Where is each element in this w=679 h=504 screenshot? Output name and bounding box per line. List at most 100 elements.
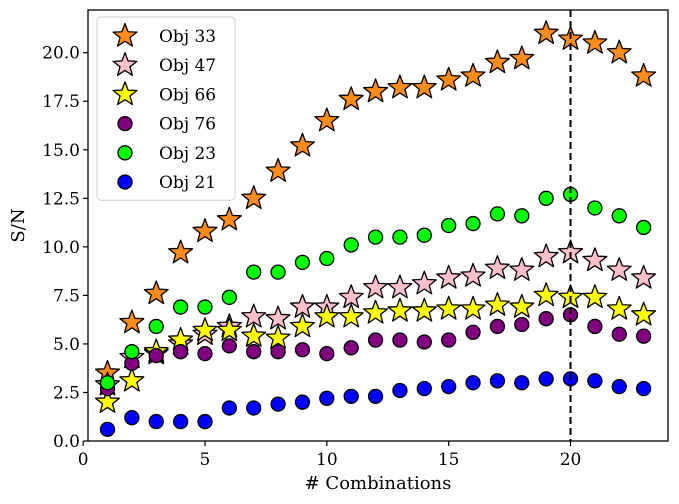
x-axis-title: # Combinations	[305, 473, 452, 494]
legend-marker	[117, 115, 133, 132]
data-point	[172, 413, 189, 430]
data-point	[582, 284, 608, 309]
data-point	[387, 74, 413, 99]
data-point	[314, 303, 340, 328]
data-point	[416, 227, 432, 243]
data-point	[197, 299, 213, 315]
legend-item-obj-76: Obj 76	[117, 115, 216, 135]
data-point	[119, 309, 145, 334]
data-point	[314, 107, 340, 132]
data-point	[514, 375, 530, 391]
data-point	[99, 421, 116, 438]
data-point	[416, 334, 432, 350]
data-point	[294, 394, 311, 410]
data-point	[119, 367, 145, 392]
y-tick-label: 5.0	[53, 335, 80, 355]
data-point	[338, 284, 364, 309]
plot-frame	[87, 9, 669, 442]
data-point	[635, 328, 652, 344]
data-point	[221, 289, 237, 305]
data-point	[270, 344, 286, 360]
data-marks	[94, 20, 657, 438]
data-point	[343, 388, 359, 404]
data-point	[197, 413, 213, 430]
data-point	[265, 305, 291, 330]
data-point	[436, 66, 462, 91]
data-point	[484, 255, 510, 279]
data-point	[241, 303, 267, 328]
data-point	[216, 206, 242, 231]
x-tick-label: 20	[560, 450, 582, 470]
data-point	[606, 39, 632, 64]
data-point	[343, 237, 359, 253]
data-point	[460, 62, 486, 87]
data-point	[265, 324, 291, 349]
data-point	[514, 208, 530, 224]
y-tick-label: 0.0	[53, 432, 80, 452]
legend-marker	[112, 52, 138, 76]
data-point	[343, 340, 359, 356]
data-point	[387, 274, 413, 299]
data-point	[99, 375, 116, 391]
data-point	[436, 264, 462, 289]
data-point	[514, 316, 530, 333]
data-point	[416, 380, 432, 397]
legend-marker	[117, 174, 133, 190]
axis-ticks: 0 5 10 15 20 0.0 2.5 5.0 7.5 10.0 12.5 15.0 17.5 20.0	[42, 44, 581, 470]
data-point	[289, 313, 315, 338]
data-point	[363, 274, 389, 299]
data-point	[533, 282, 559, 307]
data-point	[172, 344, 189, 360]
data-point	[338, 86, 364, 111]
data-point	[363, 299, 389, 324]
data-point	[465, 215, 481, 232]
y-tick-label: 7.5	[53, 286, 80, 306]
data-point	[197, 345, 213, 362]
data-point	[338, 303, 364, 328]
data-point	[168, 239, 194, 264]
data-point	[172, 299, 189, 315]
legend-item-obj-47: Obj 47	[112, 52, 216, 76]
data-point	[392, 229, 408, 245]
x-tick-label: 5	[200, 450, 211, 470]
data-point	[611, 378, 627, 395]
legend-marker	[117, 145, 133, 161]
x-tick-label: 15	[438, 450, 460, 470]
legend: Obj 33 Obj 47 Obj 66 Obj 76 Obj 23 Obj 21	[96, 16, 236, 201]
data-point	[319, 250, 335, 267]
data-point	[246, 344, 262, 360]
data-point	[489, 373, 506, 389]
legend-label: Obj 23	[159, 144, 216, 164]
data-point	[538, 311, 554, 327]
x-tick-label: 0	[78, 450, 89, 470]
data-point	[611, 326, 627, 342]
data-point	[270, 396, 286, 412]
series-obj-76	[99, 307, 652, 397]
y-tick-label: 10.0	[42, 238, 80, 258]
data-point	[441, 332, 457, 348]
y-tick-label: 12.5	[42, 189, 80, 209]
data-point	[484, 49, 510, 74]
legend-marker	[112, 22, 138, 47]
data-point	[319, 390, 335, 406]
data-point	[392, 332, 408, 348]
data-point	[411, 270, 437, 295]
data-point	[216, 317, 242, 342]
data-point	[124, 410, 140, 426]
data-point	[460, 295, 486, 320]
data-point	[441, 217, 457, 234]
data-point	[489, 318, 506, 335]
data-point	[221, 338, 237, 354]
data-point	[484, 291, 510, 316]
y-tick-label: 15.0	[42, 141, 80, 161]
data-point	[509, 257, 535, 281]
legend-label: Obj 21	[159, 173, 216, 193]
legend-marker	[112, 81, 138, 106]
data-point	[606, 257, 632, 281]
data-point	[192, 317, 218, 342]
data-point	[367, 388, 384, 404]
data-point	[509, 45, 535, 70]
series-obj-23	[99, 186, 652, 391]
data-point	[143, 280, 169, 305]
